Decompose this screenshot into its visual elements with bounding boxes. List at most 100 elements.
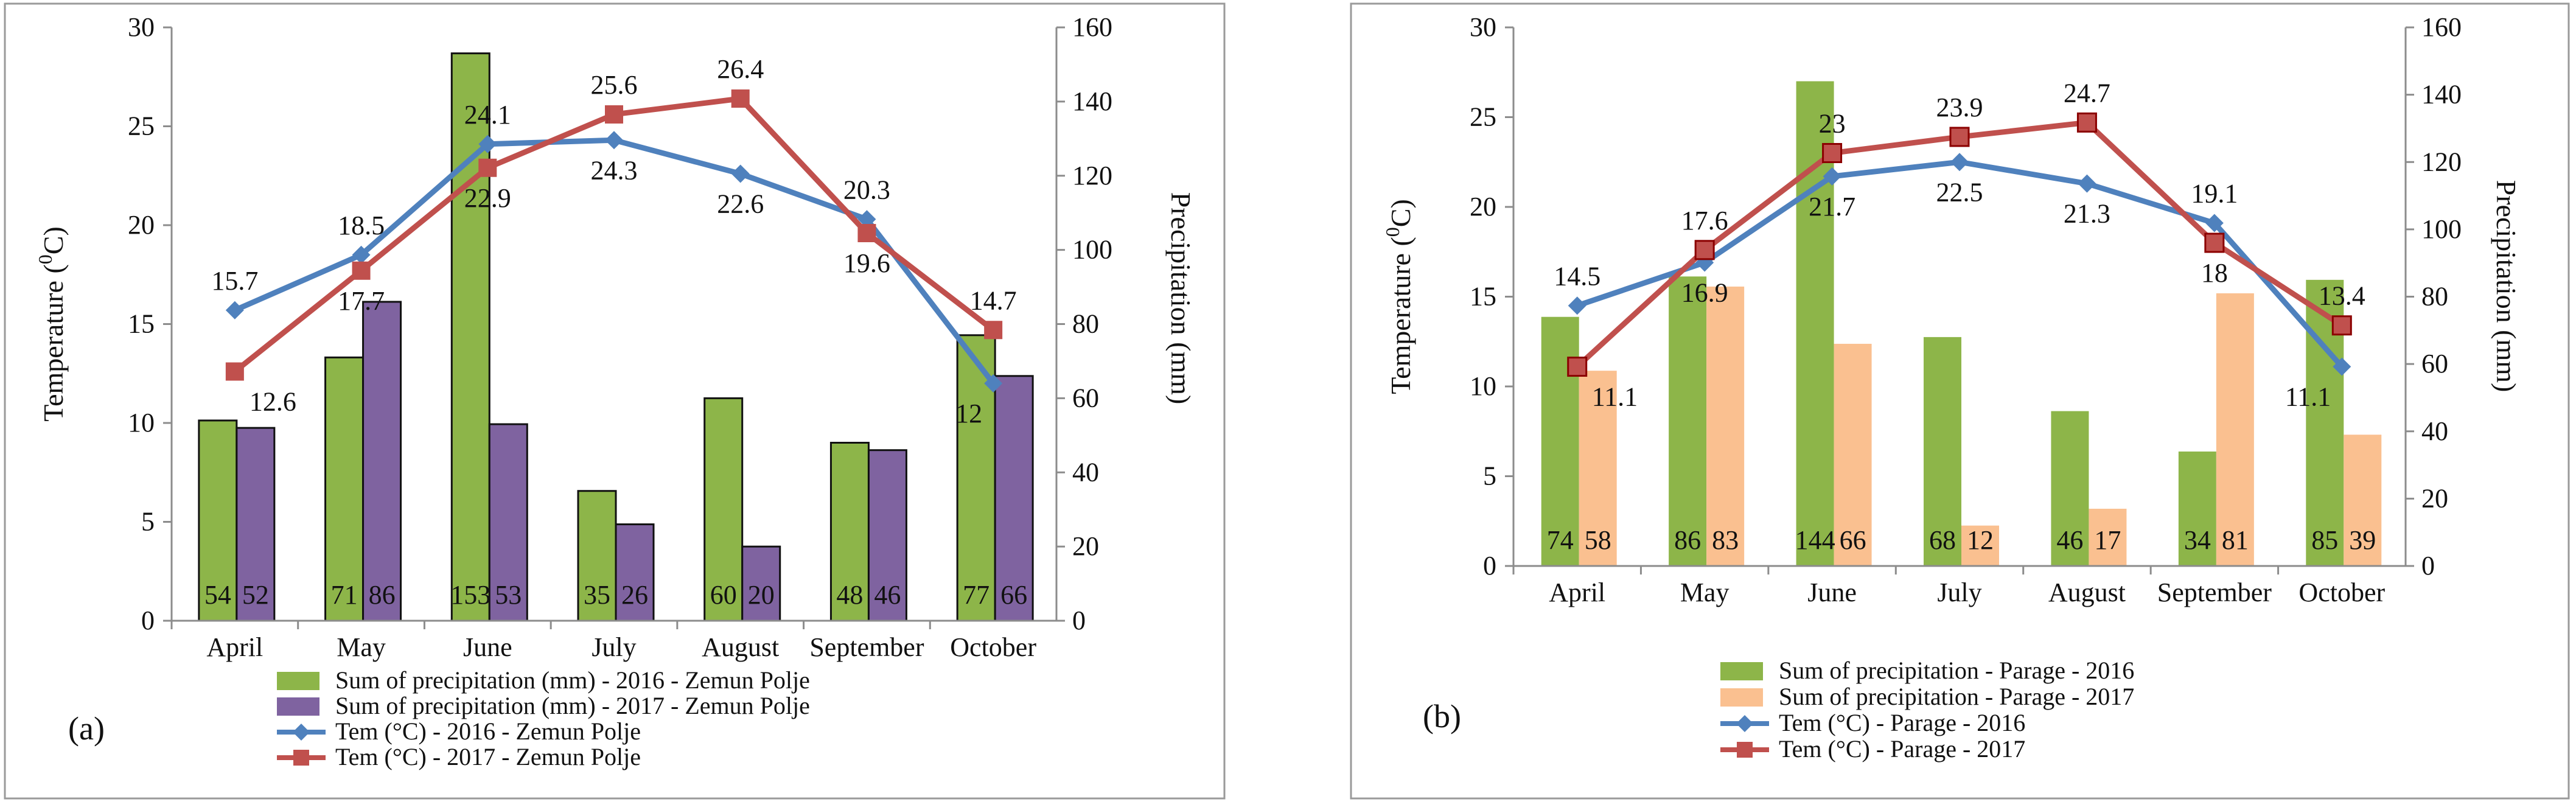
marker-square-april: [1567, 357, 1588, 377]
legend-label: Tem (°C) - 2017 - Zemun Polje: [335, 743, 641, 770]
line-value-label: 19.1: [2191, 179, 2238, 209]
line-value-label: 23: [1819, 109, 1846, 139]
legend-diamond-icon: [293, 724, 310, 741]
bar-value-label: 86: [369, 580, 396, 610]
line-value-label: 17.6: [1681, 206, 1728, 236]
line-value-label: 23.9: [1936, 93, 1983, 122]
line-value-label: 15.7: [211, 266, 258, 296]
x-tick-label: April: [206, 632, 263, 662]
marker-square-july: [605, 105, 623, 124]
y-tick-label: 15: [1470, 282, 1496, 312]
line-value-label: 24.7: [2064, 78, 2110, 108]
legend-label: Tem (°C) - Parage - 2017: [1779, 735, 2025, 763]
bar-2016-june: [450, 52, 490, 622]
marker-diamond-october: [2333, 357, 2351, 376]
bar-2017-september: [2216, 293, 2254, 566]
y2-tick-label: 20: [2421, 483, 2448, 513]
bar-2016-july: [1924, 337, 1961, 566]
y2-tick-label: 20: [1072, 531, 1099, 561]
bar-value-label: 68: [1929, 525, 1956, 555]
x-tick-label: September: [809, 632, 924, 662]
bar-value-label: 34: [2184, 525, 2211, 555]
x-tick-label: August: [702, 632, 779, 662]
marker-square-june: [1822, 143, 1843, 163]
marker-square-july: [1949, 127, 1970, 147]
bar-value-label: 83: [1712, 525, 1739, 555]
bar-2017-july: [615, 523, 655, 622]
y2-tick-label: 60: [2421, 349, 2448, 379]
bar-value-label: 81: [2222, 525, 2249, 555]
bar-2016-september: [829, 442, 870, 622]
bar-value-label: 153: [450, 580, 490, 610]
marker-square-june: [478, 158, 497, 177]
panel-label: (b): [1423, 698, 1461, 735]
marker-diamond-june: [478, 134, 497, 153]
line-value-label: 21.7: [1809, 192, 1855, 222]
bar-2017-september: [867, 449, 907, 622]
bar-value-label: 60: [710, 580, 737, 610]
legend-square-icon: [293, 750, 309, 766]
bar-value-label: 86: [1674, 525, 1701, 555]
legend-swatch: [1720, 688, 1763, 707]
legend-swatch: [277, 672, 319, 690]
legend-label: Tem (°C) - 2016 - Zemun Polje: [335, 717, 641, 745]
y2-tick-label: 120: [2421, 147, 2462, 176]
marker-diamond-april: [225, 301, 244, 319]
marker-diamond-july: [1950, 153, 1969, 172]
bar-value-label: 58: [1585, 525, 1611, 555]
bar-2017-july: [1961, 525, 1999, 566]
bar-value-label: 77: [963, 580, 990, 610]
y-axis-title: Temperature (0C): [34, 226, 69, 422]
line-value-label: 26.4: [717, 54, 764, 84]
bar-value-label: 144: [1795, 525, 1835, 555]
line-value-label: 24.1: [464, 100, 511, 130]
y-tick-label: 25: [128, 111, 155, 141]
y2-tick-label: 160: [1072, 12, 1112, 42]
bar-2016-august: [2051, 411, 2089, 566]
legend-label: Sum of precipitation - Parage - 2016: [1779, 657, 2134, 684]
bar-2016-may: [1669, 276, 1707, 566]
y2-tick-label: 160: [2421, 12, 2462, 42]
bar-value-label: 12: [1967, 525, 1994, 555]
y-tick-label: 5: [141, 507, 155, 537]
marker-square-october: [2331, 315, 2352, 336]
legend: Sum of precipitation (mm) - 2016 - Zemun…: [277, 666, 810, 770]
marker-diamond-may: [352, 245, 371, 264]
x-tick-label: May: [337, 632, 386, 662]
line-value-label: 16.9: [1681, 278, 1728, 307]
line-value-label: 21.3: [2064, 199, 2110, 229]
y-tick-label: 15: [128, 309, 155, 339]
marker-square-august: [731, 89, 750, 108]
line-value-label: 25.6: [591, 70, 638, 100]
y2-tick-label: 140: [2421, 80, 2462, 110]
x-tick-label: October: [2299, 578, 2385, 607]
y2-tick-label: 100: [1072, 235, 1112, 265]
y-tick-label: 20: [128, 210, 155, 240]
x-tick-label: September: [2157, 578, 2272, 607]
bar-2017-august: [2089, 508, 2127, 566]
marker-square-may: [1694, 240, 1715, 260]
legend-label: Sum of precipitation - Parage - 2017: [1779, 683, 2134, 710]
marker-square-april: [225, 362, 244, 381]
x-tick-label: June: [463, 632, 512, 662]
marker-diamond-april: [1568, 296, 1586, 315]
line-value-label: 22.6: [717, 189, 764, 219]
line-value-label: 19.6: [843, 248, 890, 278]
y-tick-label: 0: [141, 606, 155, 635]
y2-tick-label: 0: [2421, 551, 2435, 581]
bar-value-label: 71: [331, 580, 358, 610]
y2-tick-label: 120: [1072, 161, 1112, 190]
marker-square-august: [2076, 112, 2097, 133]
bar-value-label: 54: [204, 580, 231, 610]
y-tick-label: 5: [1483, 461, 1496, 491]
legend-swatch: [277, 697, 319, 716]
bar-2017-may: [1706, 286, 1745, 566]
bar-value-label: 46: [874, 580, 901, 610]
x-tick-label: April: [1549, 578, 1605, 607]
line-value-label: 13.4: [2319, 281, 2365, 311]
line-value-label: 14.7: [970, 285, 1017, 315]
bar-2017-april: [236, 427, 276, 622]
legend-label: Sum of precipitation (mm) - 2016 - Zemun…: [335, 666, 810, 694]
y-tick-label: 25: [1470, 102, 1496, 132]
legend-square-icon: [1737, 742, 1753, 758]
